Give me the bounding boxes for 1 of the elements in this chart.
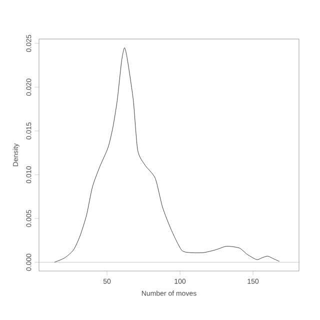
- line-series: [54, 48, 280, 262]
